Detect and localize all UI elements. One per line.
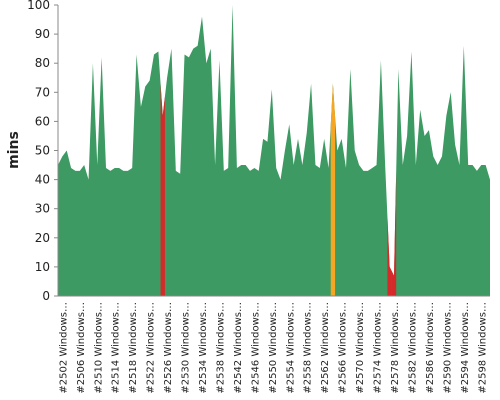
x-tick-label: #2590 Windows…	[442, 302, 453, 394]
x-tick-label: #2506 Windows…	[76, 302, 87, 394]
x-tick-label: #2546 Windows…	[250, 302, 261, 394]
x-tick-label: #2538 Windows…	[215, 302, 226, 394]
x-tick-label: #2562 Windows…	[320, 302, 331, 394]
x-tick-label: #2522 Windows…	[146, 302, 157, 394]
x-tick-label: #2530 Windows…	[181, 302, 192, 394]
x-tick-label: #2518 Windows…	[128, 302, 139, 394]
highlight-segment	[391, 172, 397, 296]
y-tick-label: 80	[35, 56, 50, 70]
x-tick-label: #2578 Windows…	[390, 302, 401, 394]
highlight-segment	[160, 83, 165, 296]
y-tick-label: 70	[35, 85, 50, 99]
y-tick-label: 100	[27, 0, 50, 12]
x-tick-label: #2510 Windows…	[93, 302, 104, 394]
x-tick-label: #2594 Windows…	[460, 302, 471, 394]
y-tick-label: 0	[42, 289, 50, 303]
x-tick-label: #2586 Windows…	[425, 302, 436, 394]
y-tick-label: 90	[35, 27, 50, 41]
x-tick-label: #2542 Windows…	[233, 302, 244, 394]
y-tick-label: 40	[35, 173, 50, 187]
y-tick-label: 10	[35, 260, 50, 274]
x-tick-label: #2554 Windows…	[285, 302, 296, 394]
highlight-segment	[387, 217, 392, 296]
x-tick-label: #2502 Windows…	[58, 302, 69, 394]
y-axis-label: mins	[6, 131, 22, 169]
x-tick-label: #2514 Windows…	[111, 302, 122, 394]
y-tick-label: 30	[35, 202, 50, 216]
x-tick-label: #2598 Windows…	[477, 302, 488, 394]
x-tick-label: #2566 Windows…	[338, 302, 349, 394]
x-tick-label: #2526 Windows…	[163, 302, 174, 394]
x-tick-label: #2558 Windows…	[303, 302, 314, 394]
y-tick-label: 20	[35, 231, 50, 245]
x-tick-label: #2574 Windows…	[373, 302, 384, 394]
y-tick-label: 60	[35, 114, 50, 128]
x-tick-label: #2582 Windows…	[407, 302, 418, 394]
x-tick-label: #2570 Windows…	[355, 302, 366, 394]
highlight-segment	[330, 83, 336, 296]
y-tick-label: 50	[35, 144, 50, 158]
x-tick-label: #2550 Windows…	[268, 302, 279, 394]
x-tick-label: #2534 Windows…	[198, 302, 209, 394]
area	[58, 5, 490, 296]
